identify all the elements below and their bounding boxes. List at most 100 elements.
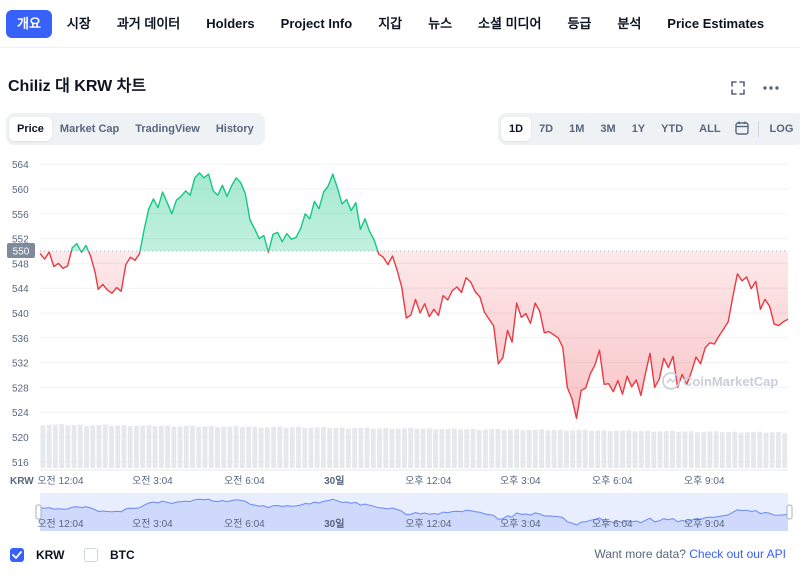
volume-bar <box>613 430 619 468</box>
tab-historical-data[interactable]: 과거 데이터 <box>116 15 181 31</box>
legend-label-krw: KRW <box>36 548 65 562</box>
volume-bar <box>327 428 333 468</box>
volume-bar <box>682 431 688 468</box>
volume-bar <box>638 431 644 468</box>
expand-icon[interactable] <box>728 78 748 98</box>
volume-bar <box>227 426 233 468</box>
tab-price[interactable]: Price <box>9 117 52 141</box>
volume-bar <box>308 427 314 468</box>
volume-bar <box>358 427 364 468</box>
api-link[interactable]: Check out our API <box>689 547 786 561</box>
tab-tradingview[interactable]: TradingView <box>135 123 200 135</box>
range-all[interactable]: ALL <box>699 123 721 135</box>
volume-bar <box>146 425 152 468</box>
volume-bar <box>96 425 102 468</box>
volume-bar <box>576 430 582 468</box>
volume-bar <box>377 428 382 468</box>
tab-history[interactable]: History <box>215 123 254 135</box>
tab-holders[interactable]: Holders <box>206 15 255 31</box>
volume-bar <box>439 429 445 468</box>
y-tick-label: 528 <box>12 383 29 394</box>
volume-bar <box>632 431 638 468</box>
api-promo-text: Want more data? <box>594 547 686 561</box>
volume-bar <box>420 428 426 468</box>
coinmarketcap-logo-mark <box>666 377 677 384</box>
y-tick-label: 564 <box>12 160 29 171</box>
volume-bar <box>134 425 139 468</box>
tab-ratings[interactable]: 등급 <box>567 15 592 31</box>
volume-bar <box>458 429 463 468</box>
volume-bar <box>726 431 731 468</box>
tab-news[interactable]: 뉴스 <box>428 15 453 31</box>
volume-bar <box>215 427 220 468</box>
volume-bar <box>102 424 108 468</box>
tab-wallets[interactable]: 지갑 <box>378 15 403 31</box>
tab-social-media[interactable]: 소셜 미디어 <box>478 15 542 31</box>
volume-bar <box>52 424 58 468</box>
navigator-tick-label: 오후 3:04 <box>500 518 541 530</box>
volume-bar <box>258 427 264 468</box>
price-line-down <box>39 251 789 420</box>
top-nav: 개요 시장 과거 데이터 Holders Project Info 지갑 뉴스 … <box>0 0 800 48</box>
range-1m[interactable]: 1M <box>569 123 585 135</box>
navigator-tick-label: 30일 <box>324 517 344 530</box>
y-tick-label: 552 <box>12 235 29 246</box>
volume-bar <box>433 429 439 468</box>
volume-bar <box>769 432 775 468</box>
range-7d[interactable]: 7D <box>539 123 554 135</box>
range-divider <box>757 121 759 137</box>
tab-overview[interactable]: 개요 <box>6 9 52 38</box>
volume-bar <box>321 427 326 468</box>
tab-markets[interactable]: 시장 <box>66 15 91 31</box>
volume-bar <box>676 431 682 468</box>
navigator-tick-label: 오후 9:04 <box>684 518 725 530</box>
volume-bar <box>383 427 389 468</box>
tab-market-cap[interactable]: Market Cap <box>59 123 120 135</box>
volume-bar <box>296 426 301 468</box>
volume-bar <box>239 427 245 468</box>
volume-bar <box>90 425 96 468</box>
volume-bar <box>713 431 719 468</box>
y-tick-label: 536 <box>12 334 29 345</box>
checkbox-unchecked-icon[interactable] <box>84 548 98 562</box>
calendar-icon[interactable] <box>729 117 755 141</box>
y-tick-label: 516 <box>12 458 29 469</box>
volume-bar <box>46 424 52 468</box>
volume-bar <box>408 427 414 468</box>
navigator-area <box>40 499 788 531</box>
range-1d[interactable]: 1D <box>501 117 532 141</box>
api-promo: Want more data? Check out our API <box>594 547 786 561</box>
volume-bar <box>489 429 495 468</box>
volume-bar <box>476 429 482 468</box>
x-tick-label: 오후 6:04 <box>592 475 633 487</box>
log-toggle[interactable]: LOG <box>769 123 794 135</box>
checkbox-checked-icon[interactable] <box>10 548 24 562</box>
tab-project-info[interactable]: Project Info <box>280 15 353 31</box>
legend-btc[interactable]: BTC <box>84 545 135 565</box>
volume-bar <box>77 424 83 468</box>
range-1y[interactable]: 1Y <box>631 123 646 135</box>
volume-bar <box>158 425 164 468</box>
navigator-handle-right <box>786 504 793 520</box>
volume-bar <box>570 430 576 468</box>
price-chart[interactable]: 516 520 524 528 532 536 540 544 548 552 556 560 564 5… <box>0 150 800 542</box>
legend-krw[interactable]: KRW <box>10 545 64 565</box>
x-tick-label: 오전 12:04 <box>37 475 84 487</box>
volume-bar <box>221 426 227 468</box>
more-icon[interactable] <box>761 78 781 98</box>
tab-price-estimates[interactable]: Price Estimates <box>667 15 765 31</box>
currency-label: KRW <box>10 476 34 487</box>
volume-bar <box>389 428 395 468</box>
tab-analysis[interactable]: 분석 <box>617 15 642 31</box>
range-3m[interactable]: 3M <box>600 123 616 135</box>
volume-bar <box>202 426 208 468</box>
volume-bar <box>464 429 470 468</box>
volume-bar <box>532 429 538 468</box>
x-tick-label: 오전 3:04 <box>132 475 173 487</box>
volume-bar <box>370 428 376 468</box>
volume-bar <box>757 431 763 468</box>
watermark-text: CoinMarketCap <box>683 374 778 389</box>
range-ytd[interactable]: YTD <box>661 123 684 135</box>
volume-bar <box>109 425 114 468</box>
volume-bar <box>776 432 781 468</box>
